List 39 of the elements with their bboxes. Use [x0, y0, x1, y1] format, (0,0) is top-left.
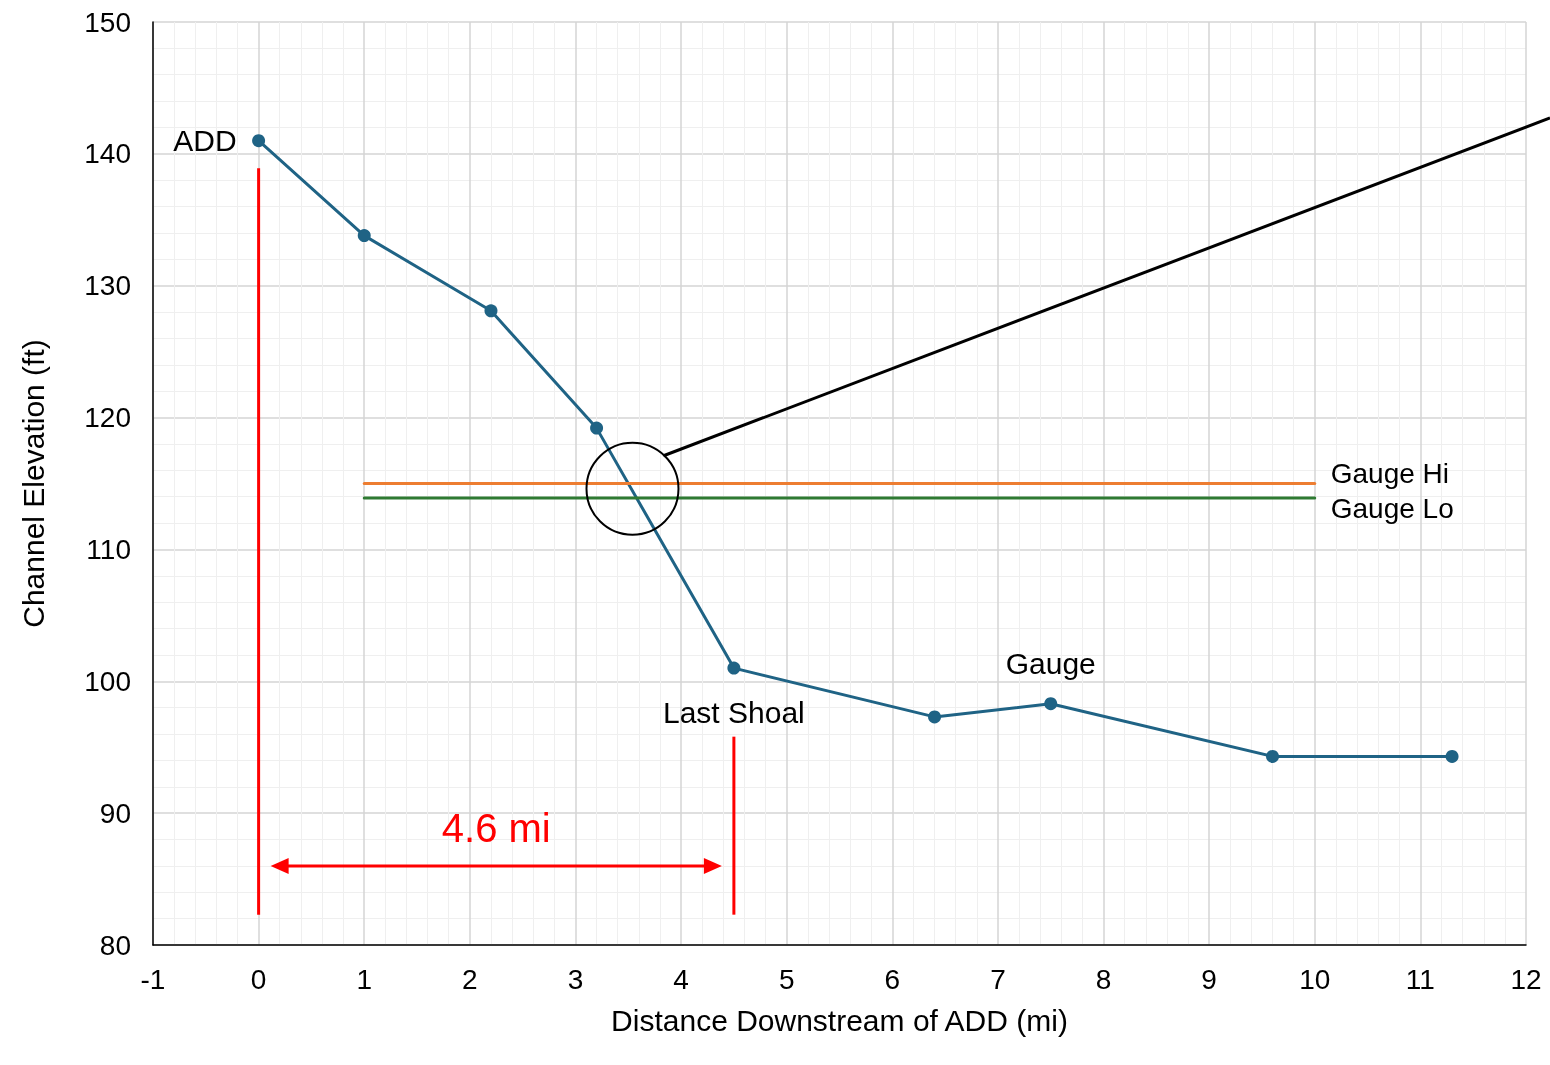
x-tick-label: 4: [673, 963, 689, 995]
y-tick-label: 100: [84, 665, 131, 697]
x-tick-label: 11: [1405, 963, 1435, 995]
y-tick-label: 140: [84, 138, 131, 170]
y-axis-title: Channel Elevation (ft): [16, 339, 50, 628]
x-tick-label: 12: [1510, 963, 1542, 995]
y-tick-label: 90: [99, 797, 131, 829]
point: [357, 229, 371, 243]
x-tick-label: 8: [1095, 963, 1112, 995]
point: [727, 661, 741, 675]
point: [252, 134, 266, 148]
series-label: Gauge Lo: [1330, 492, 1454, 524]
annotation: ADD: [173, 123, 237, 157]
y-tick-label: 80: [99, 929, 131, 961]
annotation: 4.6 mi: [441, 805, 551, 850]
x-axis-title: Distance Downstream of ADD (mi): [611, 1003, 1068, 1037]
x-tick-label: 0: [250, 963, 267, 995]
point: [1044, 697, 1058, 711]
x-tick-label: 10: [1299, 963, 1331, 995]
y-tick-label: 120: [84, 402, 131, 434]
x-tick-label: 1: [356, 963, 373, 995]
x-tick-label: 5: [778, 963, 795, 995]
point: [590, 421, 604, 435]
x-tick-label: 9: [1201, 963, 1217, 995]
point: [1266, 749, 1280, 763]
point: [928, 710, 942, 724]
y-tick-label: 130: [84, 270, 131, 302]
x-tick-label: 2: [462, 963, 478, 995]
annotation: Last Shoal: [662, 696, 805, 730]
x-tick-label: 7: [990, 963, 1006, 995]
point: [484, 304, 498, 318]
x-tick-label: 6: [884, 963, 901, 995]
y-tick-label: 150: [84, 6, 131, 38]
point: [1445, 749, 1459, 763]
y-tick-label: 110: [86, 533, 131, 565]
annotation: Gauge: [1005, 646, 1096, 680]
series-label: Gauge Hi: [1330, 458, 1450, 489]
x-tick-label: 3: [567, 963, 584, 995]
x-tick-label: -1: [140, 963, 166, 995]
